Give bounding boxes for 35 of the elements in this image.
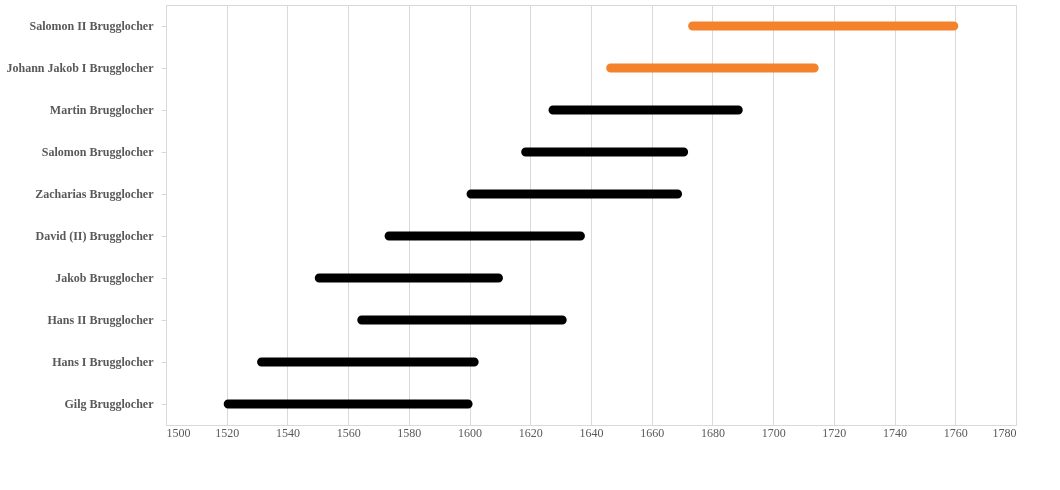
x-tick-label: 1660 — [640, 425, 665, 440]
x-tick-label: 1500 — [166, 425, 191, 440]
bar — [257, 357, 479, 367]
y-tick-label: Salomon II Brugglocher — [29, 19, 155, 33]
y-tick-label: Jakob Brugglocher — [55, 271, 155, 285]
x-tick-label: 1780 — [992, 425, 1017, 440]
x-tick-label: 1520 — [215, 425, 240, 440]
y-tick-label: Johann Jakob I Brugglocher — [6, 61, 155, 75]
y-tick-label: Zacharias Brugglocher — [35, 187, 155, 201]
x-tick-label: 1540 — [275, 425, 300, 440]
x-tick-label: 1640 — [579, 425, 604, 440]
x-tick-label: 1700 — [761, 425, 786, 440]
bar — [521, 147, 689, 157]
x-tick-label: 1580 — [397, 425, 422, 440]
y-tick-label: David (II) Brugglocher — [35, 229, 155, 243]
y-tick-label: Salomon Brugglocher — [41, 145, 155, 159]
bar — [357, 315, 567, 325]
x-tick-label: 1620 — [518, 425, 543, 440]
bar — [314, 273, 503, 283]
x-tick-label: 1680 — [700, 425, 725, 440]
bar — [548, 105, 743, 115]
y-tick-label: Gilg Brugglocher — [64, 397, 155, 411]
x-tick-label: 1720 — [822, 425, 847, 440]
y-tick-label: Hans II Brugglocher — [47, 313, 155, 327]
x-tick-label: 1560 — [336, 425, 361, 440]
bar — [606, 63, 819, 73]
y-tick-label: Hans I Brugglocher — [52, 355, 155, 369]
x-tick-label: 1740 — [883, 425, 908, 440]
bar — [384, 231, 585, 241]
bar — [466, 189, 683, 199]
y-tick-label: Martin Brugglocher — [49, 103, 155, 117]
x-tick-label: 1600 — [458, 425, 483, 440]
bar — [688, 21, 959, 31]
x-tick-label: 1760 — [943, 425, 968, 440]
bar — [223, 399, 473, 409]
